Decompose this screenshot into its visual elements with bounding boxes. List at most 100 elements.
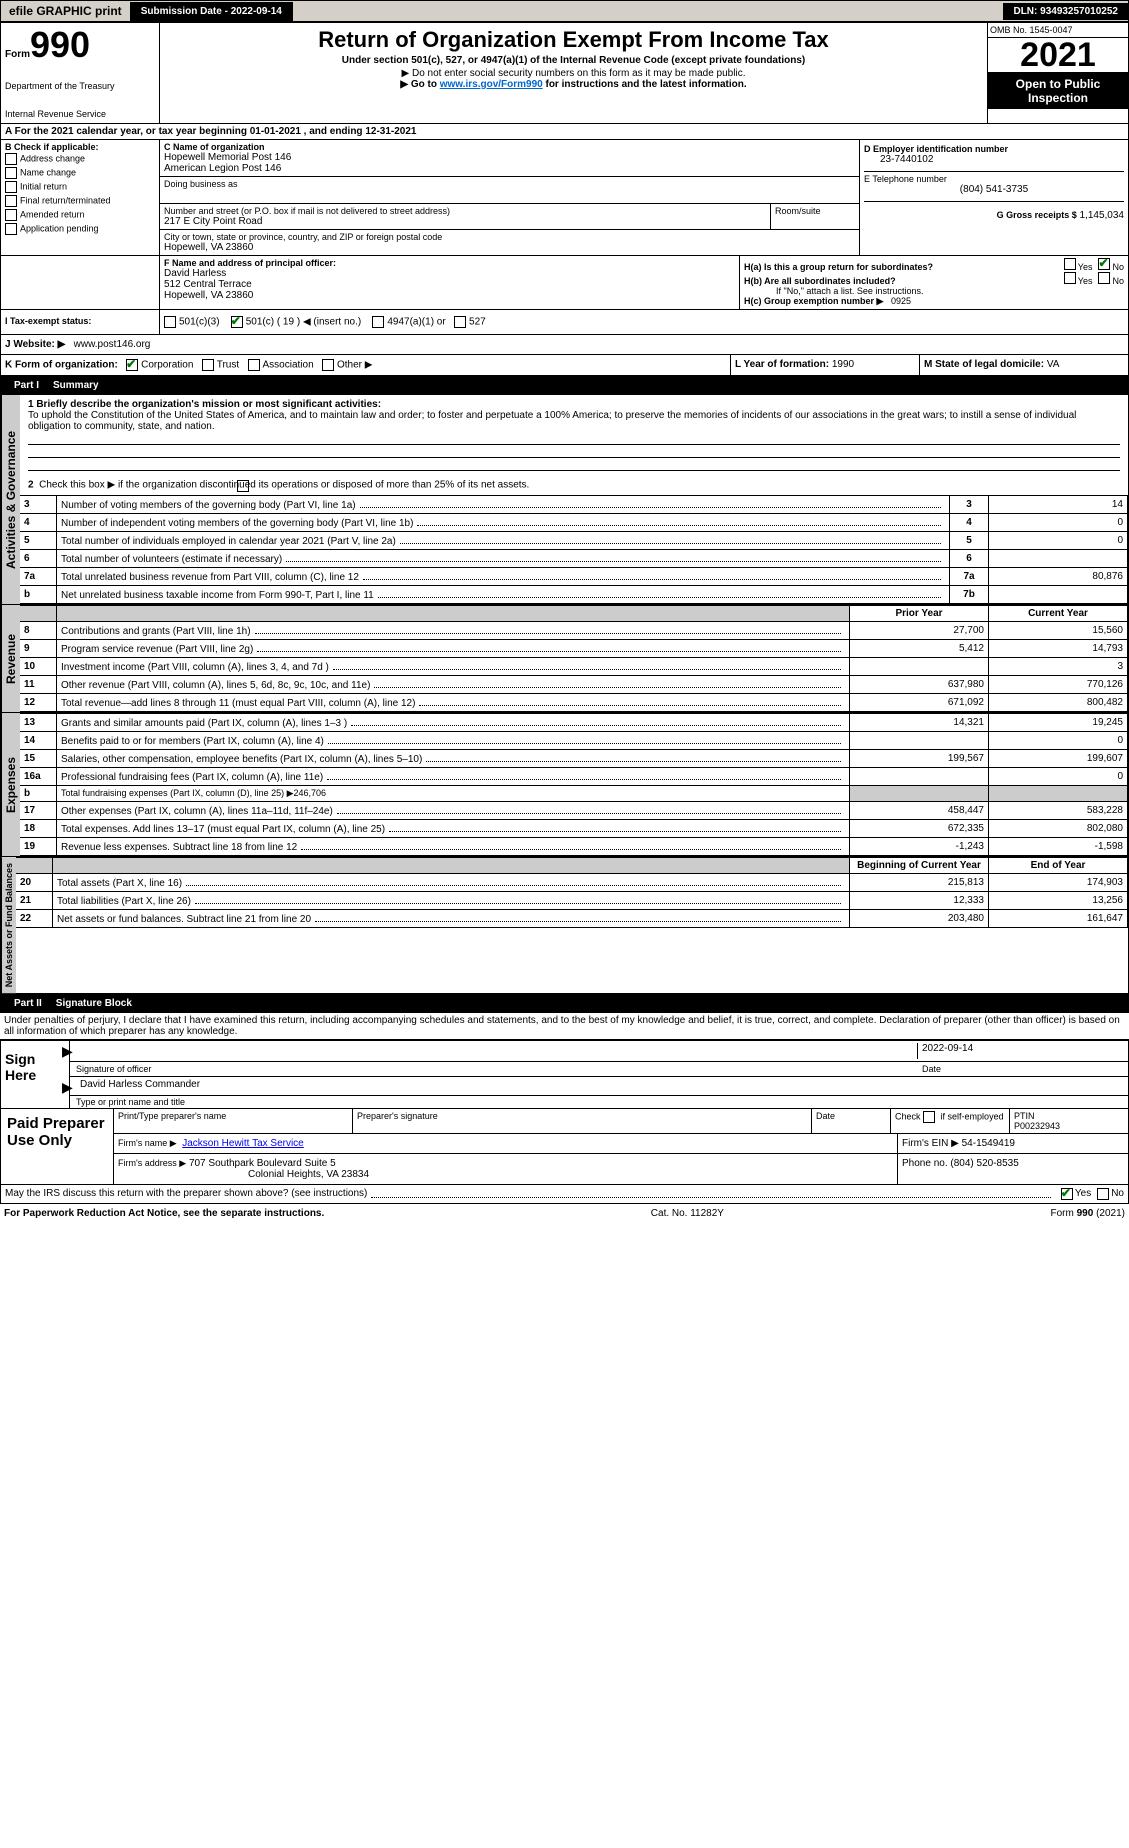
gross-receipts: 1,145,034 [1080,210,1125,221]
paid-preparer-block: Paid Preparer Use Only Print/Type prepar… [0,1109,1129,1185]
klm-row: K Form of organization: Corporation Trus… [0,355,1129,376]
firm-addr2: Colonial Heights, VA 23834 [248,1169,893,1180]
chk-corp[interactable] [126,359,138,371]
dept-irs: Internal Revenue Service [5,109,155,119]
table-row: 16a Professional fundraising fees (Part … [20,768,1128,786]
officer-addr2: Hopewell, VA 23860 [164,290,735,301]
expenses-table: 13 Grants and similar amounts paid (Part… [20,713,1128,856]
box-b: B Check if applicable: Address change Na… [1,140,160,255]
entity-block: B Check if applicable: Address change Na… [0,140,1129,256]
box-deg: D Employer identification number 23-7440… [860,140,1128,255]
chk-assoc[interactable] [248,359,260,371]
group-exemption: 0925 [891,296,911,306]
chk-trust[interactable] [202,359,214,371]
tab-net-assets: Net Assets or Fund Balances [1,857,16,993]
officer-printed-name: David Harless Commander [80,1079,200,1090]
chk-527[interactable] [454,316,466,328]
chk-final-return[interactable] [5,195,17,207]
chk-address-change[interactable] [5,153,17,165]
table-row: 4 Number of independent voting members o… [20,514,1128,532]
year-formation: 1990 [832,359,854,370]
goto-instructions: ▶ Go to www.irs.gov/Form990 for instruct… [164,79,983,90]
firm-addr1: 707 Southpark Boulevard Suite 5 [189,1158,336,1169]
chk-hb-yes[interactable] [1064,272,1076,284]
open-to-public: Open to Public Inspection [988,73,1128,109]
officer-name: David Harless [164,268,735,279]
table-header-row: Prior Year Current Year [20,606,1128,622]
form-title: Return of Organization Exempt From Incom… [164,27,983,53]
net-assets-table: Beginning of Current Year End of Year20 … [16,857,1128,928]
org-name-1: Hopewell Memorial Post 146 [164,152,855,163]
chk-hb-no[interactable] [1098,272,1110,284]
table-row: 11 Other revenue (Part VIII, column (A),… [20,676,1128,694]
ssn-notice: ▶ Do not enter social security numbers o… [164,68,983,79]
table-row: 6 Total number of volunteers (estimate i… [20,550,1128,568]
chk-501c3[interactable] [164,316,176,328]
mission-text: To uphold the Constitution of the United… [28,410,1120,432]
tab-revenue: Revenue [1,605,20,712]
chk-amended[interactable] [5,209,17,221]
paid-preparer-label: Paid Preparer Use Only [1,1109,114,1184]
table-row: 19 Revenue less expenses. Subtract line … [20,838,1128,856]
chk-ha-yes[interactable] [1064,258,1076,270]
box-c: C Name of organization Hopewell Memorial… [160,140,860,255]
website-value: www.post146.org [74,339,151,350]
revenue-table: Prior Year Current Year8 Contributions a… [20,605,1128,712]
revenue-section: Revenue Prior Year Current Year8 Contrib… [0,605,1129,713]
table-row: 9 Program service revenue (Part VIII, li… [20,640,1128,658]
table-row: 14 Benefits paid to or for members (Part… [20,732,1128,750]
table-header-row: Beginning of Current Year End of Year [16,858,1128,874]
chk-discuss-yes[interactable] [1061,1188,1073,1200]
pointer-icon: ▶ [62,1043,73,1060]
part1-header: Part I Summary [0,376,1129,395]
sign-date: 2022-09-14 [917,1043,1122,1059]
city-state-zip: Hopewell, VA 23860 [164,242,855,253]
may-irs-discuss: May the IRS discuss this return with the… [0,1185,1129,1204]
firm-name-link[interactable]: Jackson Hewitt Tax Service [182,1138,304,1149]
chk-501c[interactable] [231,316,243,328]
state-domicile: VA [1047,359,1060,370]
telephone: (804) 541-3735 [864,184,1124,195]
chk-4947[interactable] [372,316,384,328]
efile-label: efile GRAPHIC print [1,1,130,21]
expenses-section: Expenses 13 Grants and similar amounts p… [0,713,1129,857]
form-number: Form990 [5,27,155,63]
table-row: 22 Net assets or fund balances. Subtract… [16,910,1128,928]
chk-ha-no[interactable] [1098,258,1110,270]
table-row: 12 Total revenue—add lines 8 through 11 … [20,694,1128,712]
chk-initial-return[interactable] [5,181,17,193]
perjury-declaration: Under penalties of perjury, I declare th… [0,1013,1129,1039]
ptin-value: P00232943 [1014,1121,1124,1131]
irs-link[interactable]: www.irs.gov/Form990 [440,79,543,90]
chk-discuss-no[interactable] [1097,1188,1109,1200]
tab-activities-governance: Activities & Governance [1,395,20,604]
chk-discontinued[interactable] [237,480,249,492]
chk-self-employed[interactable] [923,1111,935,1123]
officer-addr1: 512 Central Terrace [164,279,735,290]
net-assets-section: Net Assets or Fund Balances Beginning of… [0,857,1129,994]
page-footer: For Paperwork Reduction Act Notice, see … [0,1204,1129,1223]
sign-here-label: Sign Here [1,1041,70,1108]
website-row: J Website: ▶ www.post146.org [0,335,1129,355]
table-row: 18 Total expenses. Add lines 13–17 (must… [20,820,1128,838]
table-row: 15 Salaries, other compensation, employe… [20,750,1128,768]
tab-expenses: Expenses [1,713,20,856]
top-toolbar: efile GRAPHIC print Submission Date - 20… [0,0,1129,22]
chk-other[interactable] [322,359,334,371]
sign-here-block: Sign Here ▶ 2022-09-14 Signature of offi… [0,1039,1129,1109]
table-row: 3 Number of voting members of the govern… [20,496,1128,514]
tax-exempt-row: I Tax-exempt status: 501(c)(3) 501(c) ( … [0,310,1129,335]
street-address: 217 E City Point Road [164,216,766,227]
table-row: 5 Total number of individuals employed i… [20,532,1128,550]
table-row: 13 Grants and similar amounts paid (Part… [20,714,1128,732]
dln-label: DLN: 93493257010252 [1003,3,1128,20]
firm-ein: 54-1549419 [962,1138,1015,1149]
period-line: A For the 2021 calendar year, or tax yea… [0,124,1129,140]
officer-group-block: F Name and address of principal officer:… [0,256,1129,310]
ein-value: 23-7440102 [880,154,1124,165]
submission-date-button[interactable]: Submission Date - 2022-09-14 [130,2,293,21]
org-name-2: American Legion Post 146 [164,163,855,174]
chk-application-pending[interactable] [5,223,17,235]
chk-name-change[interactable] [5,167,17,179]
dept-treasury: Department of the Treasury [5,81,155,91]
